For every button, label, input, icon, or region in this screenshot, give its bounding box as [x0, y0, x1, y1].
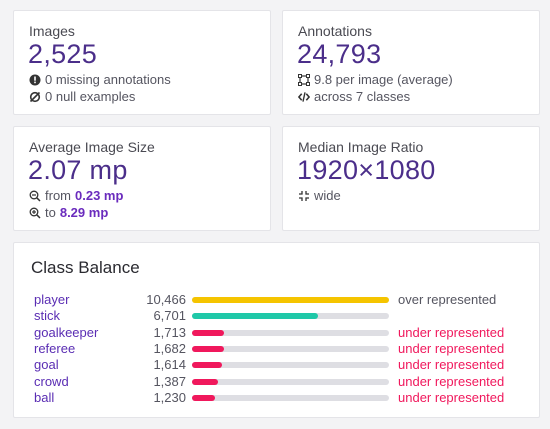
average-size-title: Average Image Size [29, 139, 155, 155]
class-status: under represented [398, 389, 505, 405]
class-status: under represented [398, 373, 505, 389]
class-bar-track [192, 313, 389, 320]
class-row-ball: ball 1,230 under represented [14, 390, 541, 406]
exclamation-circle-icon [29, 74, 41, 86]
class-count: 1,614 [153, 357, 186, 373]
class-bar-fill [192, 329, 224, 336]
class-count: 1,230 [153, 389, 186, 405]
images-count: 2,525 [28, 39, 98, 69]
size-from-label: from [45, 188, 71, 203]
class-count: 6,701 [153, 308, 186, 324]
class-bar-fill [192, 394, 215, 401]
class-row-goal: goal 1,614 under represented [14, 357, 541, 373]
class-bar-fill [192, 313, 318, 320]
class-count: 1,713 [153, 324, 186, 340]
class-bar-fill [192, 297, 389, 303]
annotations-count: 24,793 [297, 39, 382, 69]
class-name[interactable]: ball [34, 389, 55, 405]
class-bar-track [192, 345, 389, 352]
missing-annotations-text: 0 missing annotations [45, 72, 171, 87]
ratio-shape-row: wide [298, 188, 341, 203]
null-examples-text: 0 null examples [45, 89, 136, 104]
code-icon [298, 91, 310, 103]
class-name[interactable]: referee [34, 340, 76, 356]
zoom-in-icon [29, 207, 41, 219]
annotations-title: Annotations [298, 23, 372, 39]
bounding-box-icon [298, 73, 310, 86]
class-count: 1,682 [153, 340, 186, 356]
class-name[interactable]: player [34, 292, 70, 307]
missing-annotations-row: 0 missing annotations [29, 72, 171, 87]
class-name[interactable]: goal [34, 357, 59, 373]
class-balance-card: Class Balance player 10,466 over represent… [13, 242, 540, 418]
images-title: Images [29, 23, 75, 39]
per-image-row: 9.8 per image (average) [298, 72, 453, 87]
class-status: under represented [398, 340, 505, 356]
class-row-referee: referee 1,682 under represented [14, 341, 541, 357]
class-row-crowd: crowd 1,387 under represented [14, 374, 541, 390]
average-image-size-card: Average Image Size 2.07 mp from 0.23 mp … [13, 126, 271, 231]
class-row-stick: stick 6,701 [14, 308, 541, 324]
class-count: 10,466 [146, 292, 186, 307]
empty-set-icon [29, 91, 41, 103]
class-name[interactable]: stick [34, 308, 60, 324]
average-size-value: 2.07 mp [28, 155, 128, 185]
class-bar-track [192, 362, 389, 369]
size-from-value: 0.23 mp [75, 188, 124, 203]
class-bar-fill [192, 362, 222, 369]
size-to-label: to [45, 205, 56, 220]
null-examples-row: 0 null examples [29, 89, 135, 104]
class-row-player: player 10,466 over represented [14, 292, 541, 308]
class-name[interactable]: crowd [34, 373, 69, 389]
class-bar-fill [192, 378, 218, 385]
median-image-ratio-card: Median Image Ratio 1920×1080 wide [282, 126, 540, 231]
median-ratio-value: 1920×1080 [297, 155, 436, 185]
class-balance-title: Class Balance [31, 258, 140, 277]
class-count: 1,387 [153, 373, 186, 389]
class-row-goalkeeper: goalkeeper 1,713 under represented [14, 325, 541, 341]
classes-text: across 7 classes [314, 89, 411, 104]
class-status: over represented [398, 292, 497, 307]
ratio-shape-text: wide [314, 188, 341, 203]
class-status: under represented [398, 324, 505, 340]
size-to-row: to 8.29 mp [29, 205, 108, 220]
size-from-row: from 0.23 mp [29, 188, 123, 203]
class-bar-track [192, 378, 389, 385]
aspect-ratio-icon [298, 190, 310, 202]
class-name[interactable]: goalkeeper [34, 324, 99, 340]
class-bar-track [192, 329, 389, 336]
class-bar-track [192, 297, 389, 303]
images-card: Images 2,525 0 missing annotations 0 nul… [13, 10, 271, 115]
median-ratio-title: Median Image Ratio [298, 139, 424, 155]
per-image-text: 9.8 per image (average) [314, 72, 453, 87]
zoom-out-icon [29, 190, 41, 202]
class-status: under represented [398, 357, 505, 373]
class-bar-track [192, 394, 389, 401]
class-bar-fill [192, 345, 224, 352]
size-to-value: 8.29 mp [59, 205, 109, 220]
classes-row: across 7 classes [298, 89, 410, 104]
annotations-card: Annotations 24,793 9.8 per image (averag… [282, 10, 540, 115]
